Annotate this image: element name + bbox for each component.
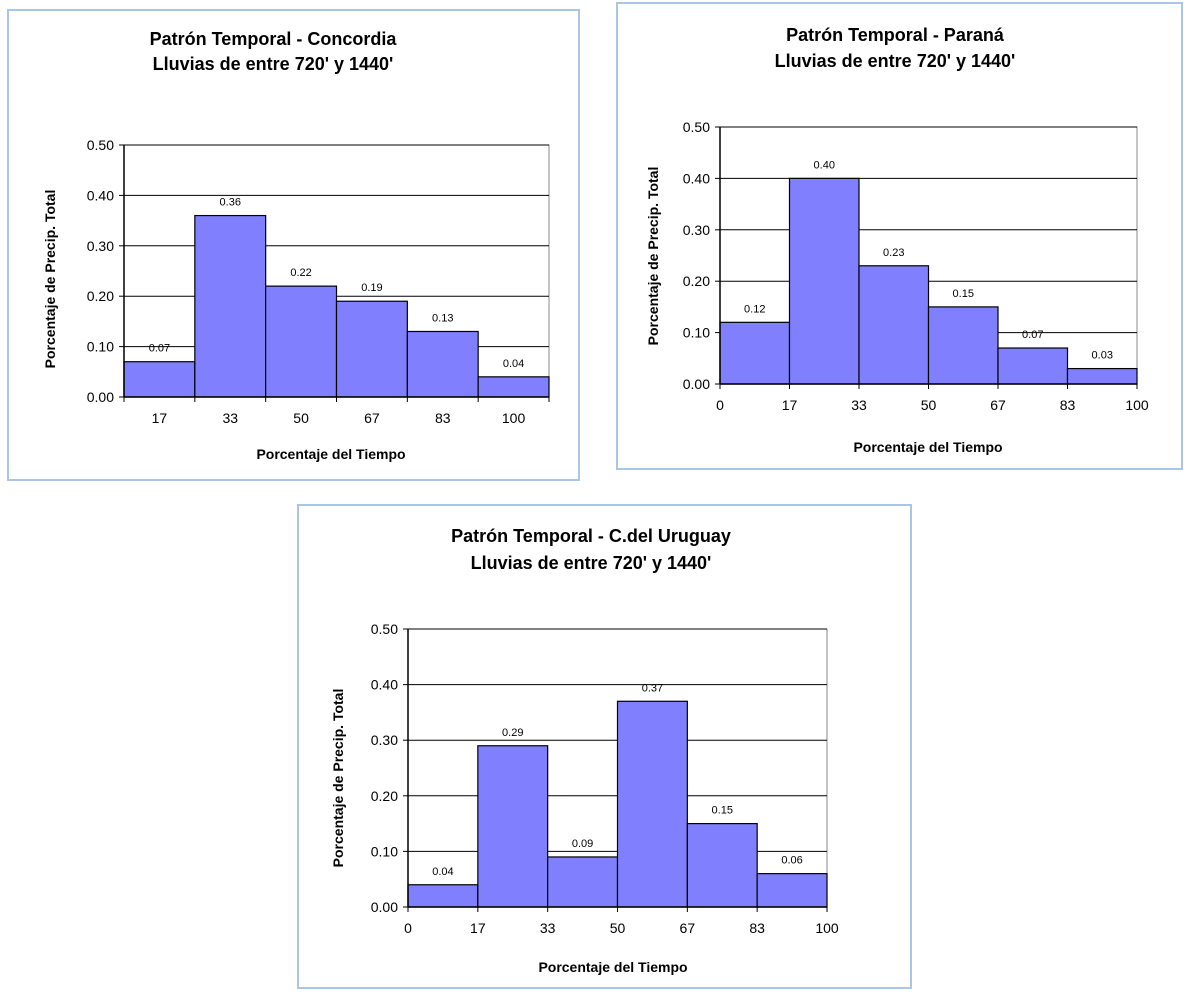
x-tick-label: 67 xyxy=(990,397,1006,413)
x-tick-label: 50 xyxy=(921,397,937,413)
y-tick-label: 0.10 xyxy=(683,325,710,341)
x-tick-label: 67 xyxy=(364,410,380,426)
data-label: 0.06 xyxy=(781,855,802,867)
data-label: 0.40 xyxy=(814,159,835,171)
x-tick-label: 50 xyxy=(610,920,626,936)
chart-title: Patrón Temporal - Concordia xyxy=(150,29,398,49)
bar xyxy=(477,745,549,908)
chart-panel-c-del-uruguay: Patrón Temporal - C.del Uruguay Lluvias … xyxy=(297,504,912,989)
data-label: 0.36 xyxy=(220,197,241,209)
x-tick-label: 83 xyxy=(435,410,451,426)
y-axis-label: Porcentaje de Precip. Total xyxy=(330,689,346,868)
chart-svg: Patrón Temporal - Paraná Lluvias de entr… xyxy=(645,25,1149,455)
data-label: 0.22 xyxy=(290,267,311,279)
x-tick-label: 100 xyxy=(1125,397,1149,413)
bar xyxy=(1066,367,1138,385)
chart-svg: Patrón Temporal - Concordia Lluvias de e… xyxy=(42,29,550,462)
y-tick-label: 0.20 xyxy=(683,273,710,289)
y-tick-label: 0.50 xyxy=(87,137,114,153)
y-tick-label: 0.00 xyxy=(371,899,398,915)
x-tick-label: 17 xyxy=(782,397,798,413)
data-label: 0.04 xyxy=(432,866,453,878)
chart-subtitle: Lluvias de entre 720' y 1440' xyxy=(471,553,712,573)
y-tick-label: 0.30 xyxy=(87,238,114,254)
bar xyxy=(547,856,619,908)
data-label: 0.12 xyxy=(744,303,765,315)
data-label: 0.13 xyxy=(432,312,453,324)
y-tick-label: 0.30 xyxy=(371,732,398,748)
data-label: 0.23 xyxy=(883,247,904,259)
bar xyxy=(788,177,860,385)
data-label: 0.07 xyxy=(149,343,170,355)
y-tick-label: 0.40 xyxy=(87,187,114,203)
data-label: 0.09 xyxy=(572,838,593,850)
x-axis-label: Porcentaje del Tiempo xyxy=(853,439,1002,455)
plot-area: 0.00 0.10 0.20 0.30 0.40 0.50 0.04 0.29 0.09 0.37… xyxy=(371,621,839,936)
x-tick-label: 33 xyxy=(222,410,238,426)
y-tick-label: 0.20 xyxy=(87,288,114,304)
x-tick-label: 17 xyxy=(152,410,168,426)
data-label: 0.29 xyxy=(502,727,523,739)
x-tick-label: 50 xyxy=(293,410,309,426)
y-tick-label: 0.40 xyxy=(371,677,398,693)
x-tick-label: 0 xyxy=(716,397,724,413)
chart-subtitle: Lluvias de entre 720' y 1440' xyxy=(153,54,394,74)
bar xyxy=(927,306,999,385)
x-tick-label: 83 xyxy=(1060,397,1076,413)
bar xyxy=(756,873,828,908)
bar xyxy=(616,700,688,908)
chart-subtitle: Lluvias de entre 720' y 1440' xyxy=(775,51,1016,71)
y-tick-label: 0.50 xyxy=(683,119,710,135)
data-label: 0.15 xyxy=(712,805,733,817)
y-tick-label: 0.10 xyxy=(87,339,114,355)
x-tick-label: 100 xyxy=(502,410,526,426)
bar xyxy=(335,300,408,398)
y-axis-label: Porcentaje de Precip. Total xyxy=(42,190,58,369)
y-tick-label: 0.00 xyxy=(683,376,710,392)
x-tick-label: 100 xyxy=(815,920,839,936)
y-tick-label: 0.50 xyxy=(371,621,398,637)
x-tick-label: 0 xyxy=(404,920,412,936)
data-label: 0.15 xyxy=(953,288,974,300)
chart-panel-concordia: Patrón Temporal - Concordia Lluvias de e… xyxy=(7,9,580,481)
y-tick-label: 0.10 xyxy=(371,843,398,859)
x-tick-label: 33 xyxy=(540,920,556,936)
bar xyxy=(997,347,1069,385)
chart-title: Patrón Temporal - Paraná xyxy=(786,25,1005,45)
bar xyxy=(858,265,930,385)
bar xyxy=(407,884,479,908)
x-tick-label: 83 xyxy=(749,920,765,936)
chart-panel-parana: Patrón Temporal - Paraná Lluvias de entr… xyxy=(616,2,1183,470)
bar xyxy=(406,330,479,398)
bar xyxy=(477,376,550,398)
data-label: 0.04 xyxy=(503,358,524,370)
x-tick-label: 67 xyxy=(680,920,696,936)
plot-area: 0.00 0.10 0.20 0.30 0.40 0.50 0.07 0.36 0.22 0.19… xyxy=(87,137,550,426)
x-axis-label: Porcentaje del Tiempo xyxy=(256,446,405,462)
y-tick-label: 0.00 xyxy=(87,389,114,405)
x-tick-label: 33 xyxy=(851,397,867,413)
x-tick-label: 17 xyxy=(470,920,486,936)
data-label: 0.19 xyxy=(361,282,382,294)
plot-area: 0.00 0.10 0.20 0.30 0.40 0.50 0.12 0.40 0.23 0.15… xyxy=(683,119,1149,413)
data-label: 0.37 xyxy=(642,682,663,694)
bar xyxy=(123,361,196,398)
bar xyxy=(194,214,267,398)
y-tick-label: 0.40 xyxy=(683,170,710,186)
data-label: 0.03 xyxy=(1092,350,1113,362)
data-label: 0.07 xyxy=(1022,329,1043,341)
chart-svg: Patrón Temporal - C.del Uruguay Lluvias … xyxy=(330,526,839,975)
y-axis-label: Porcentaje de Precip. Total xyxy=(645,167,661,346)
x-axis-label: Porcentaje del Tiempo xyxy=(538,959,687,975)
bar xyxy=(265,285,338,398)
y-tick-label: 0.30 xyxy=(683,222,710,238)
bar xyxy=(686,823,758,908)
chart-title: Patrón Temporal - C.del Uruguay xyxy=(451,526,731,546)
bar xyxy=(719,321,791,385)
y-tick-label: 0.20 xyxy=(371,788,398,804)
